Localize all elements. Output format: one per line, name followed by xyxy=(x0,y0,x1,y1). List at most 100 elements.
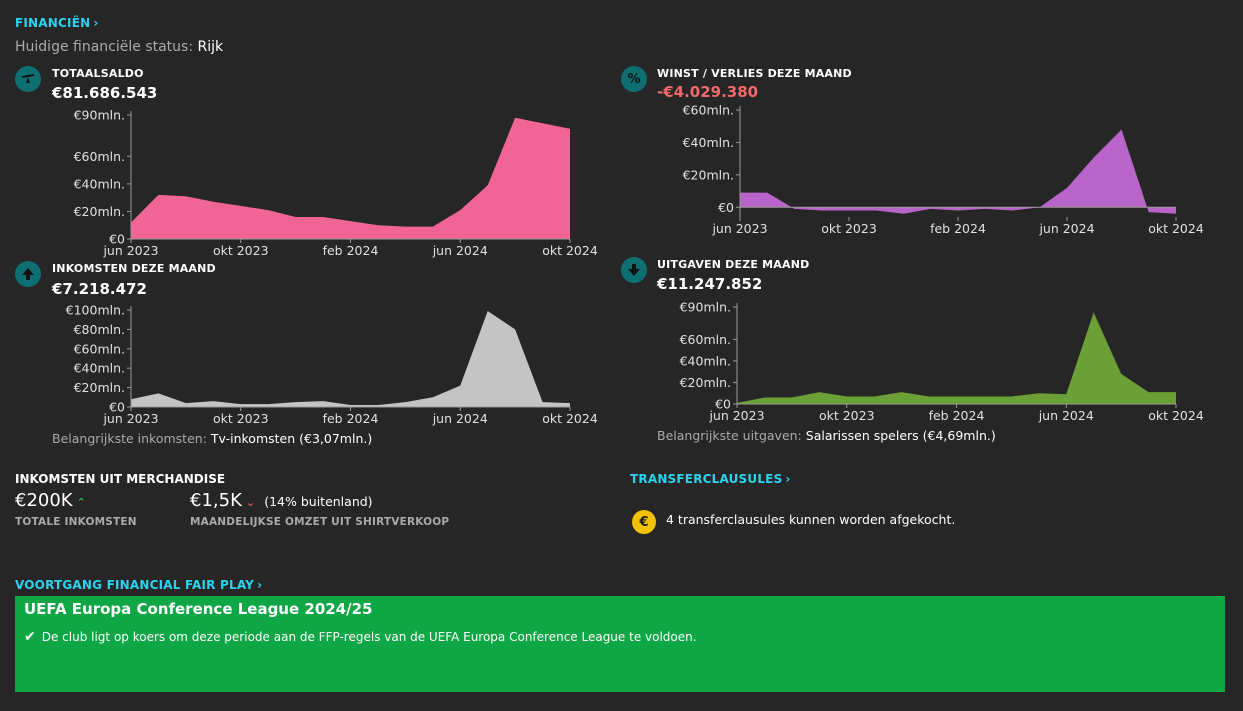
expenses-value: €11.247.852 xyxy=(657,275,763,293)
total_balance-area xyxy=(131,117,570,239)
main-income-value: Tv-inkomsten (€3,07mln.) xyxy=(210,431,373,446)
income-y-tick-label: €80mln. xyxy=(74,322,125,337)
ffp-panel: UEFA Europa Conference League 2024/25 ✔ … xyxy=(15,596,1225,692)
profit_loss-area xyxy=(740,129,1176,214)
euro-symbol: € xyxy=(639,514,649,530)
trend-up-icon: ⌃ xyxy=(76,496,86,509)
expenses-y-tick-label: €40mln. xyxy=(680,353,731,368)
merchandise-monthly-value: €1,5K xyxy=(190,490,242,511)
total-balance-value: €81.686.543 xyxy=(52,84,158,102)
profit_loss-x-tick-label: jun 2023 xyxy=(711,221,767,236)
expenses-area xyxy=(737,312,1176,404)
total_balance-x-tick-label: okt 2024 xyxy=(542,243,598,258)
finances-link[interactable]: FINANCIËN › xyxy=(15,16,99,30)
main-income-label: Belangrijkste inkomsten: xyxy=(52,431,207,446)
transfer-clauses-text: 4 transferclausules kunnen worden afgeko… xyxy=(666,512,956,527)
merchandise-monthly-caption: MAANDELIJKSE OMZET UIT SHIRTVERKOOP xyxy=(190,516,450,528)
profit_loss-x-tick-label: feb 2024 xyxy=(930,221,986,236)
merchandise-monthly: €1,5K ⌄ (14% buitenland) xyxy=(190,490,373,511)
income-value: €7.218.472 xyxy=(52,280,147,298)
trend-down-icon: ⌄ xyxy=(245,496,256,509)
expenses-x-tick-label: jun 2024 xyxy=(1038,408,1094,423)
profit_loss-x-tick-label: jun 2024 xyxy=(1038,221,1094,236)
transfer-clauses-title: TRANSFERCLAUSULES xyxy=(630,472,783,486)
arrow-up-icon xyxy=(15,261,41,287)
profit_loss-x-tick-label: okt 2023 xyxy=(821,221,877,236)
percent-icon: % xyxy=(621,66,647,92)
income-y-tick-label: €100mln. xyxy=(66,303,125,318)
income-x-tick-label: feb 2024 xyxy=(323,411,379,426)
total_balance-y-tick-label: €20mln. xyxy=(74,204,125,219)
expenses-x-tick-label: okt 2023 xyxy=(819,408,875,423)
chevron-right-icon: › xyxy=(93,16,99,30)
ffp-message: ✔ De club ligt op koers om deze periode … xyxy=(24,629,697,645)
main-income: Belangrijkste inkomsten: Tv-inkomsten (€… xyxy=(52,431,372,446)
scale-icon xyxy=(15,66,41,92)
main-expenses-label: Belangrijkste uitgaven: xyxy=(657,428,802,443)
total_balance-y-tick-label: €60mln. xyxy=(74,149,125,164)
chevron-right-icon: › xyxy=(257,578,263,592)
total_balance-y-tick-label: €0 xyxy=(109,232,125,247)
expenses-y-tick-label: €60mln. xyxy=(680,332,731,347)
total-balance-chart: €0 €20mln. €40mln. €60mln. €90mln. jun 2023 ok… xyxy=(30,105,610,263)
income-x-tick-label: okt 2023 xyxy=(213,411,269,426)
expenses-y-tick-label: €20mln. xyxy=(680,375,731,390)
profit-loss-chart-svg: €0 €20mln. €40mln. €60mln. jun 2023 okt 2023 f… xyxy=(683,103,1204,237)
merchandise-monthly-note: (14% buitenland) xyxy=(264,494,373,509)
financial-status-value: Rijk xyxy=(197,39,224,55)
total_balance-y-tick-label: €90mln. xyxy=(74,108,125,123)
euro-coin-icon: € xyxy=(632,510,656,534)
ffp-message-text: De club ligt op koers om deze periode aa… xyxy=(41,630,697,644)
expenses-label: UITGAVEN DEZE MAAND xyxy=(657,258,810,271)
profit-loss-chart: €0 €20mln. €40mln. €60mln. jun 2023 okt 2023 f… xyxy=(636,100,1216,240)
total_balance-y-tick-label: €40mln. xyxy=(74,176,125,191)
income-x-tick-label: jun 2024 xyxy=(432,411,488,426)
income-y-tick-label: €0 xyxy=(109,400,125,415)
profit_loss-y-tick-label: €20mln. xyxy=(683,167,734,182)
profit_loss-x-tick-label: okt 2024 xyxy=(1148,221,1204,236)
arrow-down-icon xyxy=(621,257,647,283)
finances-title: FINANCIËN xyxy=(15,16,91,30)
checkmark-icon: ✔ xyxy=(24,629,36,645)
ffp-title: VOORTGANG FINANCIAL FAIR PLAY xyxy=(15,578,255,592)
ffp-competition: UEFA Europa Conference League 2024/25 xyxy=(24,600,373,618)
income-y-tick-label: €40mln. xyxy=(74,361,125,376)
total-balance-chart-svg: €0 €20mln. €40mln. €60mln. €90mln. jun 2023 ok… xyxy=(74,108,598,259)
expenses-x-tick-label: okt 2024 xyxy=(1148,408,1204,423)
ffp-link[interactable]: VOORTGANG FINANCIAL FAIR PLAY › xyxy=(15,578,262,592)
income-x-tick-label: jun 2023 xyxy=(102,411,158,426)
total_balance-x-tick-label: feb 2024 xyxy=(323,243,379,258)
merchandise-total-value: €200K xyxy=(15,490,73,511)
income-y-tick-label: €20mln. xyxy=(74,380,125,395)
total_balance-x-tick-label: jun 2023 xyxy=(102,243,158,258)
expenses-chart-svg: €0 €20mln. €40mln. €60mln. €90mln. jun 2023 ok… xyxy=(680,300,1204,424)
profit_loss-y-tick-label: €60mln. xyxy=(683,103,734,118)
total_balance-x-tick-label: jun 2024 xyxy=(432,243,488,258)
expenses-y-tick-label: €0 xyxy=(715,397,731,412)
merchandise-total-caption: TOTALE INKOMSTEN xyxy=(15,516,137,528)
main-expenses: Belangrijkste uitgaven: Salarissen spele… xyxy=(657,428,996,443)
profit-loss-label: WINST / VERLIES DEZE MAAND xyxy=(657,67,852,80)
profit_loss-y-tick-label: €0 xyxy=(718,200,734,215)
merchandise-total: €200K ⌃ xyxy=(15,490,86,511)
chevron-right-icon: › xyxy=(785,472,791,486)
profit_loss-y-tick-label: €40mln. xyxy=(683,135,734,150)
profit-loss-value: -€4.029.380 xyxy=(657,83,759,101)
main-expenses-value: Salarissen spelers (€4,69mln.) xyxy=(805,428,996,443)
income-y-tick-label: €60mln. xyxy=(74,341,125,356)
income-area xyxy=(131,310,570,407)
income-x-tick-label: okt 2024 xyxy=(542,411,598,426)
income-chart-svg: €0 €20mln. €40mln. €60mln. €80mln. €100mln. ju… xyxy=(66,303,598,427)
expenses-chart: €0 €20mln. €40mln. €60mln. €90mln. jun 2023 ok… xyxy=(636,297,1216,427)
income-chart: €0 €20mln. €40mln. €60mln. €80mln. €100mln. ju… xyxy=(30,300,610,430)
total-balance-label: TOTAALSALDO xyxy=(52,67,144,80)
financial-status: Huidige financiële status: Rijk xyxy=(15,39,223,55)
expenses-x-tick-label: jun 2023 xyxy=(708,408,764,423)
expenses-x-tick-label: feb 2024 xyxy=(929,408,985,423)
income-label: INKOMSTEN DEZE MAAND xyxy=(52,262,216,275)
transfer-clauses-link[interactable]: TRANSFERCLAUSULES › xyxy=(630,472,791,486)
financial-status-label: Huidige financiële status: xyxy=(15,39,194,55)
merchandise-title: INKOMSTEN UIT MERCHANDISE xyxy=(15,472,226,486)
expenses-y-tick-label: €90mln. xyxy=(680,300,731,315)
total_balance-x-tick-label: okt 2023 xyxy=(213,243,269,258)
